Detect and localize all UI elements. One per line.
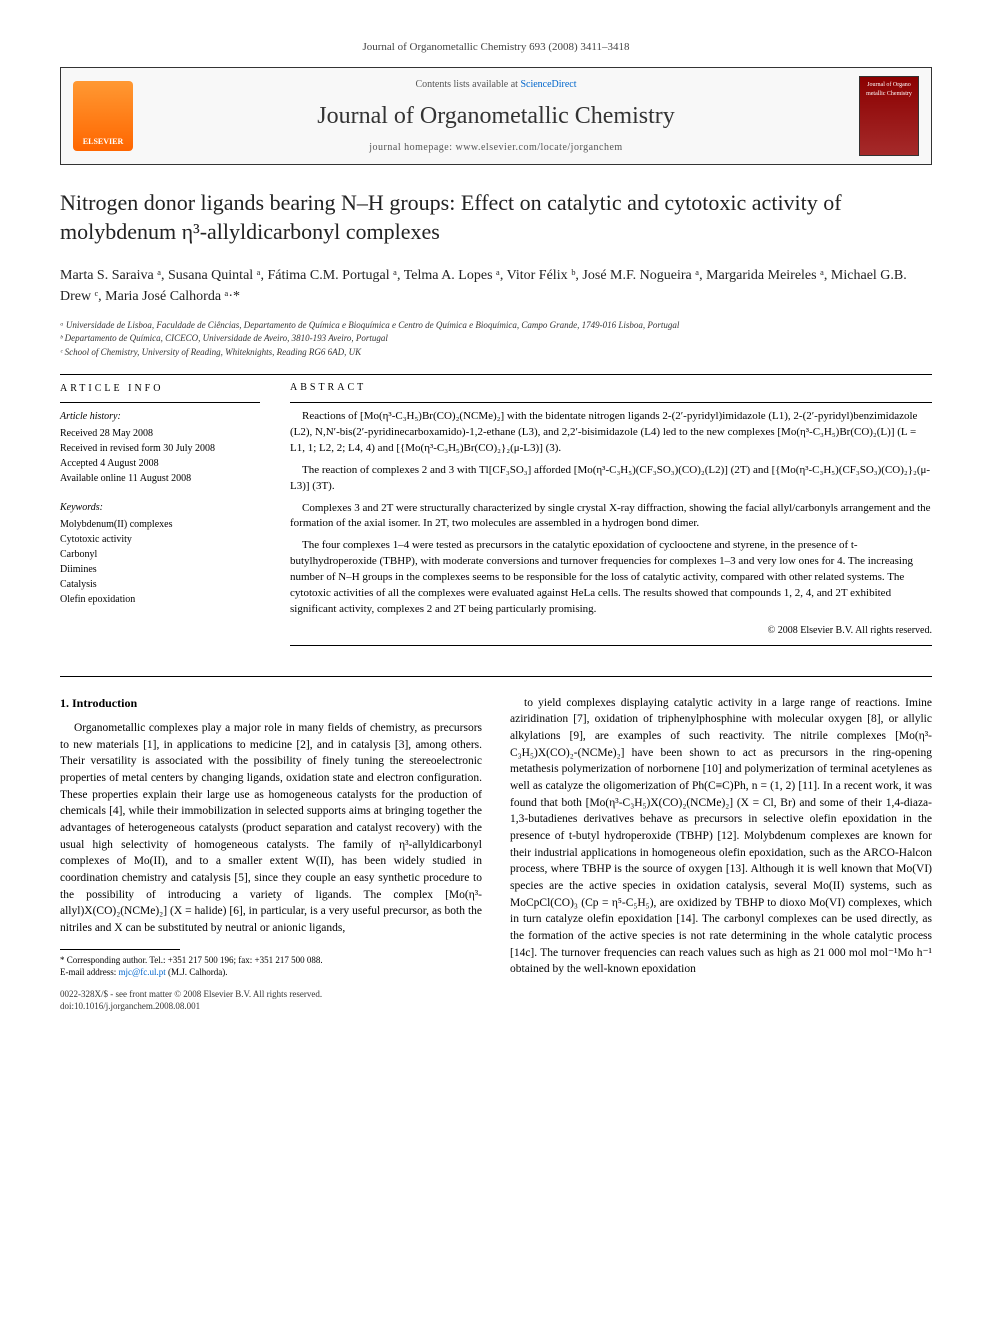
affiliation-b: ᵇ Departamento de Química, CICECO, Unive… (60, 332, 932, 345)
body-columns: 1. Introduction Organometallic complexes… (60, 695, 932, 1013)
abstract-heading: ABSTRACT (290, 381, 932, 396)
journal-cover-thumbnail: Journal of Organo metallic Chemistry (859, 76, 919, 156)
article-info-heading: ARTICLE INFO (60, 381, 260, 396)
doi-line: doi:10.1016/j.jorganchem.2008.08.001 (60, 1001, 482, 1013)
column-left: 1. Introduction Organometallic complexes… (60, 695, 482, 1013)
divider (60, 374, 932, 375)
affiliations: ᵃ Universidade de Lisboa, Faculdade de C… (60, 319, 932, 359)
footnote-separator (60, 949, 180, 950)
divider (60, 402, 260, 403)
keywords-label: Keywords: (60, 500, 260, 515)
contents-prefix: Contents lists available at (415, 79, 520, 90)
divider (290, 402, 932, 403)
corr-email-line: E-mail address: mjc@fc.ul.pt (M.J. Calho… (60, 966, 482, 979)
contents-available-line: Contents lists available at ScienceDirec… (145, 78, 847, 92)
email-suffix: (M.J. Calhorda). (166, 967, 228, 977)
intro-paragraph-right: to yield complexes displaying catalytic … (510, 695, 932, 978)
keyword: Molybdenum(II) complexes (60, 517, 260, 532)
history-revised: Received in revised form 30 July 2008 (60, 441, 260, 456)
corresponding-author-footnote: * Corresponding author. Tel.: +351 217 5… (60, 954, 482, 979)
intro-paragraph-left: Organometallic complexes play a major ro… (60, 720, 482, 937)
abstract-paragraph: Reactions of [Mo(η³-C₃H₅)Br(CO)₂(NCMe)₂]… (290, 409, 932, 457)
affiliation-a: ᵃ Universidade de Lisboa, Faculdade de C… (60, 319, 932, 332)
issn-copyright-line: 0022-328X/$ - see front matter © 2008 El… (60, 989, 482, 1001)
keyword: Cytotoxic activity (60, 532, 260, 547)
divider (60, 676, 932, 677)
journal-citation: Journal of Organometallic Chemistry 693 … (60, 40, 932, 55)
keywords-block: Keywords: Molybdenum(II) complexes Cytot… (60, 500, 260, 607)
keyword: Diimines (60, 562, 260, 577)
column-right: to yield complexes displaying catalytic … (510, 695, 932, 1013)
article-title: Nitrogen donor ligands bearing N–H group… (60, 189, 932, 246)
journal-name: Journal of Organometallic Chemistry (145, 100, 847, 134)
corr-author-line: * Corresponding author. Tel.: +351 217 5… (60, 954, 482, 967)
author-list: Marta S. Saraiva ᵃ, Susana Quintal ᵃ, Fá… (60, 265, 932, 307)
history-accepted: Accepted 4 August 2008 (60, 456, 260, 471)
section-heading-intro: 1. Introduction (60, 695, 482, 712)
abstract-paragraph: Complexes 3 and 2T were structurally cha… (290, 501, 932, 533)
journal-header: ELSEVIER Contents lists available at Sci… (60, 67, 932, 165)
abstract: ABSTRACT Reactions of [Mo(η³-C₃H₅)Br(CO)… (290, 381, 932, 651)
history-received: Received 28 May 2008 (60, 426, 260, 441)
sciencedirect-link[interactable]: ScienceDirect (520, 79, 576, 90)
elsevier-logo: ELSEVIER (73, 81, 133, 151)
divider (290, 645, 932, 646)
history-label: Article history: (60, 409, 260, 424)
keyword: Catalysis (60, 577, 260, 592)
bottom-meta: 0022-328X/$ - see front matter © 2008 El… (60, 989, 482, 1012)
keyword: Carbonyl (60, 547, 260, 562)
abstract-paragraph: The reaction of complexes 2 and 3 with T… (290, 463, 932, 495)
journal-homepage: journal homepage: www.elsevier.com/locat… (145, 141, 847, 155)
info-abstract-row: ARTICLE INFO Article history: Received 2… (60, 381, 932, 651)
keyword: Olefin epoxidation (60, 592, 260, 607)
history-online: Available online 11 August 2008 (60, 471, 260, 486)
email-label: E-mail address: (60, 967, 118, 977)
article-info-sidebar: ARTICLE INFO Article history: Received 2… (60, 381, 260, 651)
affiliation-c: ᶜ School of Chemistry, University of Rea… (60, 346, 932, 359)
header-center: Contents lists available at ScienceDirec… (133, 78, 859, 156)
corr-email-link[interactable]: mjc@fc.ul.pt (118, 967, 165, 977)
abstract-paragraph: The four complexes 1–4 were tested as pr… (290, 538, 932, 618)
abstract-copyright: © 2008 Elsevier B.V. All rights reserved… (290, 624, 932, 639)
